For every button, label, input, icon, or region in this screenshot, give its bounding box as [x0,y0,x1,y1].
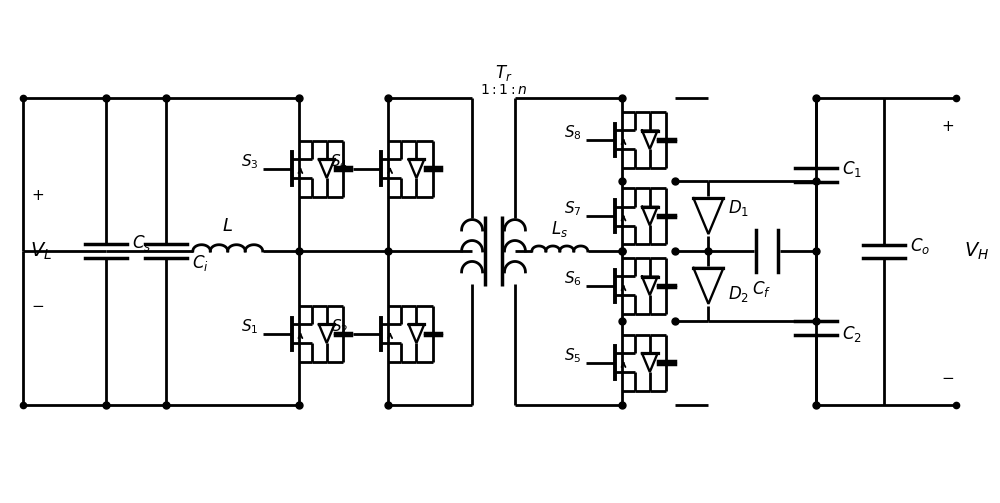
Text: $S_4$: $S_4$ [330,152,348,171]
Text: $S_5$: $S_5$ [564,347,581,365]
Text: $C_o$: $C_o$ [910,235,930,256]
Text: $L$: $L$ [222,217,233,235]
Text: $S_6$: $S_6$ [564,270,581,288]
Text: $C_s$: $C_s$ [132,233,151,253]
Text: $1:1:n$: $1:1:n$ [480,83,527,98]
Text: $+$: $+$ [941,119,954,134]
Text: $C_1$: $C_1$ [842,159,862,179]
Text: $T_r$: $T_r$ [495,63,512,83]
Text: $S_7$: $S_7$ [564,200,581,218]
Text: $C_i$: $C_i$ [192,253,209,273]
Text: $C_f$: $C_f$ [752,279,771,299]
Text: $-$: $-$ [941,369,954,384]
Text: $V_H$: $V_H$ [964,241,989,262]
Text: $D_1$: $D_1$ [728,198,750,218]
Text: $L_s$: $L_s$ [551,219,568,239]
Text: $+$: $+$ [31,188,44,203]
Text: $S_8$: $S_8$ [564,124,581,142]
Text: $C_2$: $C_2$ [842,324,862,344]
Text: $-$: $-$ [31,297,44,312]
Text: $S_1$: $S_1$ [241,317,258,336]
Text: $V_L$: $V_L$ [30,240,52,262]
Text: $D_2$: $D_2$ [728,284,749,304]
Text: $S_3$: $S_3$ [241,152,258,171]
Text: $S_2$: $S_2$ [331,317,348,336]
